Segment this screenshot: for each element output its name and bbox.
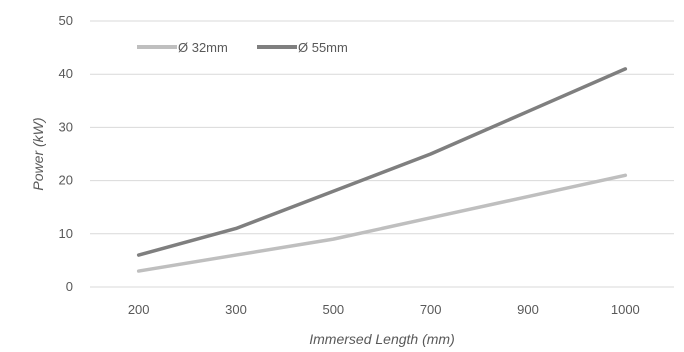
x-tick-label: 300 xyxy=(225,302,247,317)
y-axis-title: Power (kW) xyxy=(30,117,46,190)
x-tick-label: 700 xyxy=(420,302,442,317)
x-tick-label: 200 xyxy=(128,302,150,317)
series-line xyxy=(136,173,628,273)
gridlines xyxy=(90,20,674,288)
series-line xyxy=(136,67,628,257)
x-tick-label: 900 xyxy=(517,302,539,317)
y-tick-label: 10 xyxy=(59,226,73,241)
y-tick-label: 30 xyxy=(59,119,73,134)
y-tick-label: 0 xyxy=(66,279,73,294)
y-axis-ticks: 0 10 20 30 40 50 xyxy=(59,13,73,294)
legend-label: Ø 32mm xyxy=(178,40,228,55)
y-tick-label: 40 xyxy=(59,66,73,81)
legend-label: Ø 55mm xyxy=(298,40,348,55)
x-tick-label: 1000 xyxy=(611,302,640,317)
x-axis-title: Immersed Length (mm) xyxy=(309,331,454,347)
x-axis-ticks: 200 300 500 700 900 1000 xyxy=(128,302,640,317)
y-tick-label: 50 xyxy=(59,13,73,28)
x-tick-label: 500 xyxy=(322,302,344,317)
y-tick-label: 20 xyxy=(59,173,73,188)
legend: Ø 32mm Ø 55mm xyxy=(137,40,348,55)
series-lines xyxy=(136,67,628,273)
